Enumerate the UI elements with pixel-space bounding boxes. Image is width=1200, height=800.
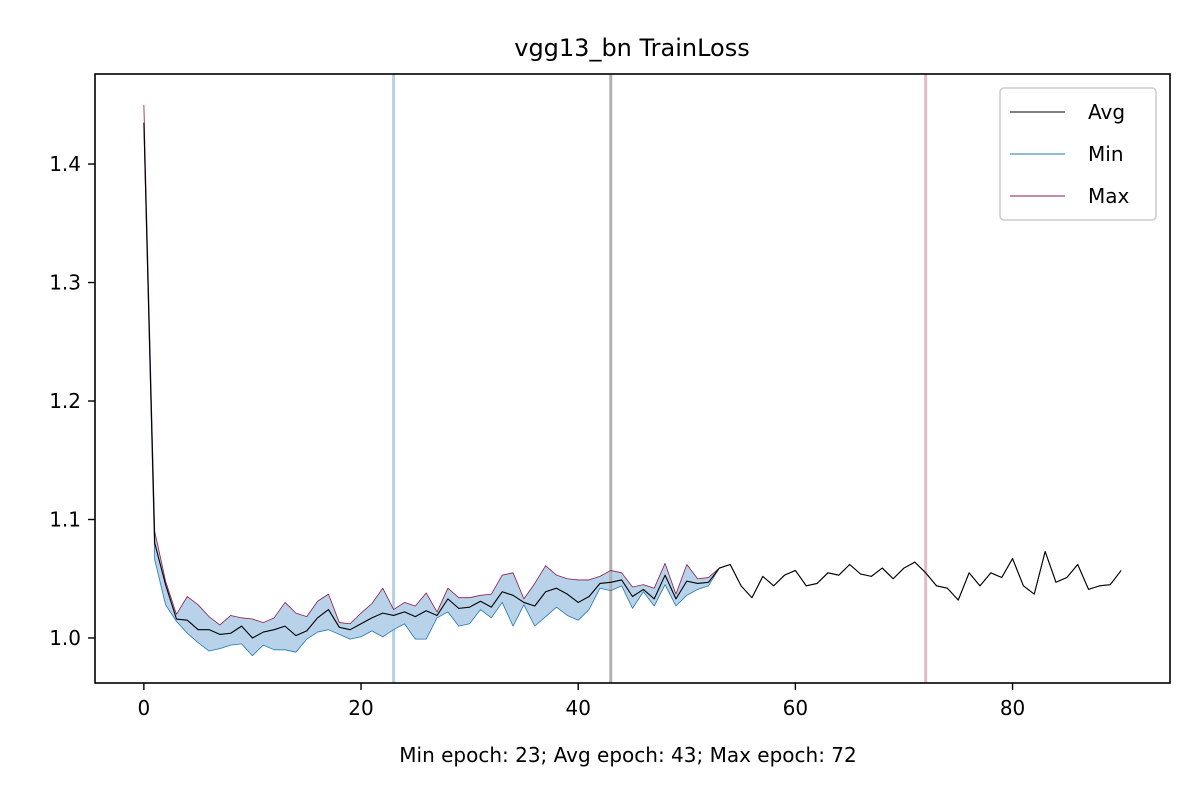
y-tick-label: 1.2 <box>49 389 81 413</box>
x-tick-label: 80 <box>1000 696 1025 720</box>
x-tick-label: 0 <box>137 696 150 720</box>
legend-box <box>999 87 1157 221</box>
legend-label-avg: Avg <box>1088 100 1125 124</box>
x-tick-label: 40 <box>565 696 590 720</box>
y-tick-label: 1.0 <box>49 626 81 650</box>
legend-label-max: Max <box>1088 184 1130 208</box>
legend: Avg Min Max <box>999 87 1157 221</box>
chart-title: vgg13_bn TrainLoss <box>514 34 750 62</box>
series-avg-line <box>143 122 1122 639</box>
plot-frame <box>94 73 1171 684</box>
y-tick-label: 1.3 <box>49 271 81 295</box>
x-axis-label: Min epoch: 23; Avg epoch: 43; Max epoch:… <box>399 743 857 767</box>
plot-area <box>143 74 1122 683</box>
y-tick-label: 1.4 <box>49 152 81 176</box>
axes: 0 20 40 60 80 1.0 1.1 1.2 1.3 1.4 <box>49 152 1025 720</box>
y-tick-label: 1.1 <box>49 507 81 531</box>
legend-label-min: Min <box>1088 142 1124 166</box>
x-tick-label: 20 <box>348 696 373 720</box>
x-tick-label: 60 <box>783 696 808 720</box>
